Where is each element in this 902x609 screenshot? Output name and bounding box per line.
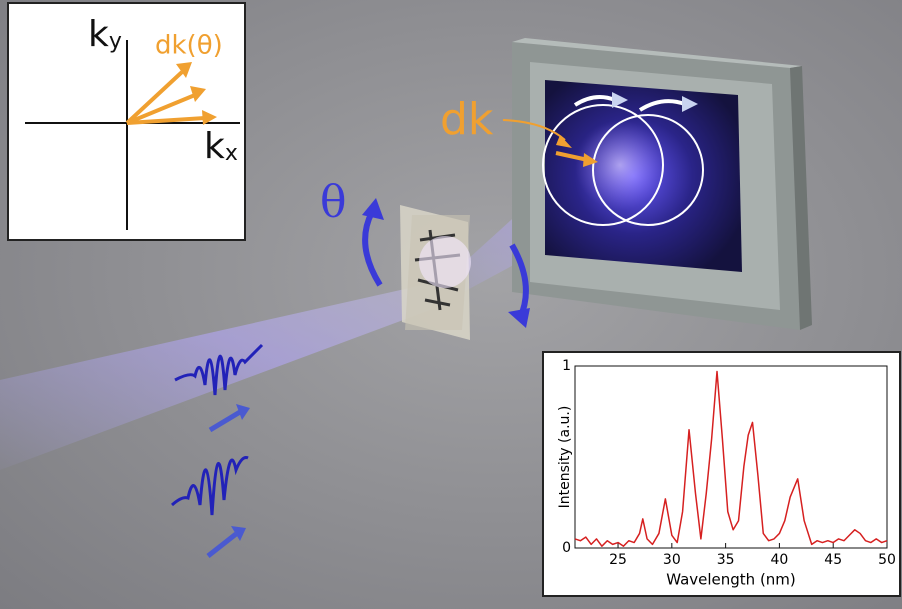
dk-arrow (126, 93, 196, 125)
dk-arrow (126, 116, 206, 125)
x-tick-label: 45 (824, 552, 842, 568)
arrow-head (612, 92, 628, 108)
dk-arrow (125, 70, 184, 125)
screen-label: dk (440, 94, 494, 145)
arrow-head (190, 86, 206, 102)
pulse (170, 456, 249, 516)
plot-frame (574, 365, 888, 549)
rotation-label: θ (320, 177, 347, 228)
ring (542, 104, 664, 226)
x-tick-label: 25 (609, 552, 627, 568)
arrow-head (583, 153, 598, 167)
spectrum-line (574, 370, 888, 547)
dk-arrow (555, 151, 589, 162)
dk-arrows (125, 62, 217, 125)
k-arrow (206, 532, 238, 558)
ky-label: ky (88, 14, 122, 55)
arrow-head (176, 62, 192, 78)
k-arrow (208, 409, 242, 433)
x-tick-label: 30 (663, 552, 681, 568)
kx-letter: k (204, 126, 225, 167)
y-tick-label: 1 (562, 358, 571, 374)
rotation-arrow (362, 210, 383, 287)
ring (592, 114, 704, 226)
y-tick-label: 0 (562, 540, 571, 556)
x-axis-label: Wavelength (nm) (666, 571, 796, 589)
monitor-side (790, 66, 812, 330)
arrow-head (236, 404, 250, 420)
dk-theta-label: dk(θ) (155, 31, 223, 61)
arrow-head (682, 96, 698, 112)
spectrum-inset (542, 351, 901, 597)
kx-label: kx (204, 126, 238, 167)
rotation-arrow (638, 99, 686, 112)
ky-letter: k (88, 14, 109, 55)
sample-glow (419, 236, 471, 288)
rotation-arrow (573, 94, 616, 107)
y-axis-label: Intensity (a.u.) (557, 406, 573, 509)
pulse (174, 343, 264, 396)
arrow-head (231, 526, 246, 541)
x-tick-label: 40 (770, 552, 788, 568)
kx-subscript: x (225, 141, 238, 166)
ky-subscript: y (109, 29, 122, 54)
x-tick-label: 35 (717, 552, 735, 568)
x-tick-label: 50 (878, 552, 896, 568)
arrow-head (556, 135, 572, 148)
arrow-head (362, 198, 384, 220)
plot: 25 30 35 40 45 50 0 1 (562, 358, 896, 568)
monitor-top (512, 38, 802, 68)
diffraction-glow (575, 120, 665, 210)
arrow-head (508, 308, 530, 328)
arrow-head (202, 110, 217, 125)
